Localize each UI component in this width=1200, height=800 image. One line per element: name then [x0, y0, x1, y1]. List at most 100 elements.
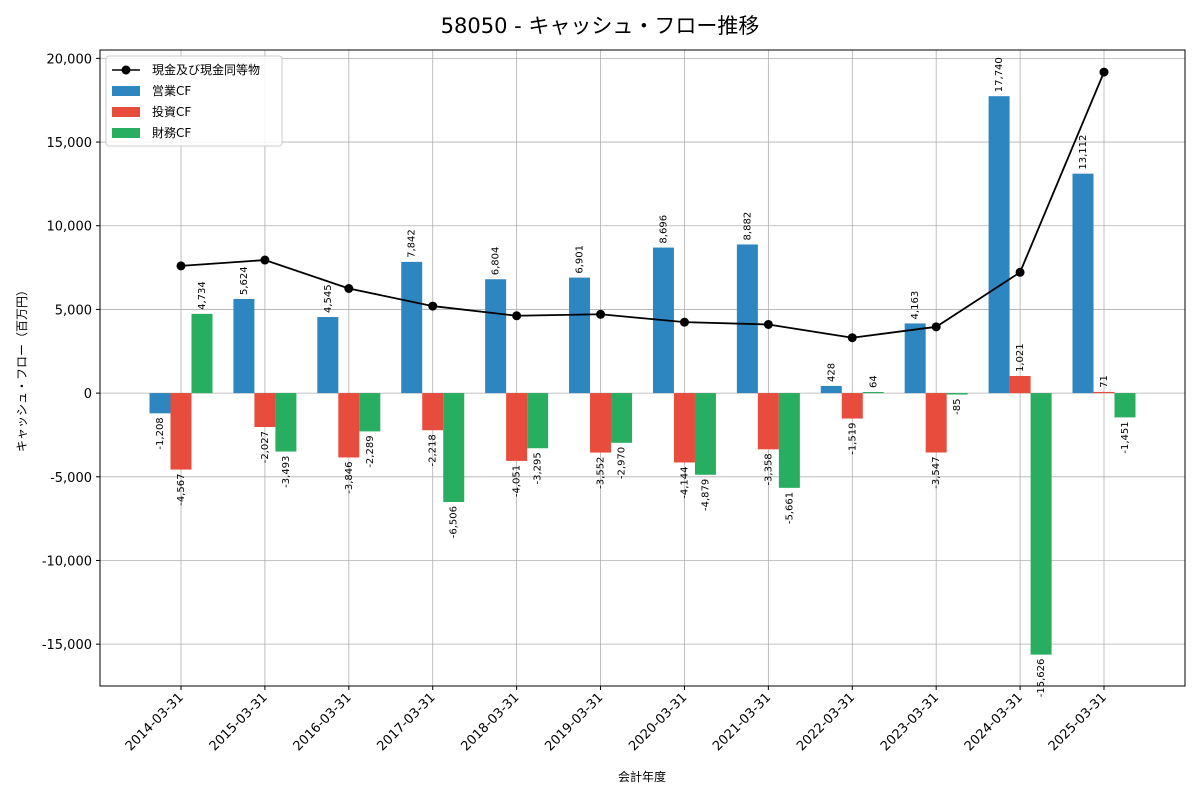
cash-line: [180, 71, 1105, 339]
bar-financing: [694, 393, 716, 475]
bars-group: [149, 96, 1136, 655]
legend-label-financing: 財務CF: [152, 125, 191, 140]
bar-value-label: -3,547: [931, 456, 942, 488]
bar-value-label: 4,163: [910, 291, 921, 320]
bar-value-label: 1,021: [1015, 343, 1026, 372]
bar-value-label: 7,842: [407, 229, 418, 258]
x-tick-label: 2019-03-31: [542, 690, 606, 754]
x-tick-label: 2020-03-31: [626, 690, 690, 754]
y-tick-label: -5,000: [50, 471, 92, 486]
bar-financing: [191, 313, 213, 394]
bar-value-label: -2,027: [260, 431, 271, 463]
bar-value-label: -85: [952, 399, 963, 415]
bar-investing: [590, 393, 612, 453]
bar-value-label: -3,358: [763, 453, 774, 485]
bar-value-label: 8,882: [742, 212, 753, 241]
grid-lines: [100, 50, 1185, 686]
bar-financing: [1114, 393, 1136, 418]
y-tick-label: -10,000: [42, 554, 92, 569]
bar-value-label: 5,624: [239, 266, 250, 295]
x-tick-label: 2021-03-31: [710, 690, 774, 754]
x-tick-label: 2014-03-31: [123, 690, 187, 754]
legend-label-investing: 投資CF: [152, 104, 191, 119]
bar-investing: [1009, 376, 1031, 394]
cash-point: [596, 309, 606, 319]
cash-point: [1099, 67, 1109, 77]
bar-financing: [1030, 393, 1052, 655]
bar-value-label: 6,804: [491, 247, 502, 276]
cash-point: [512, 311, 522, 321]
legend-swatch-financing: [112, 128, 140, 138]
bar-operating: [988, 96, 1010, 394]
y-tick-label: 0: [84, 387, 92, 402]
legend-label-cash: 現金及び現金同等物: [152, 62, 260, 77]
x-tick-label: 2022-03-31: [794, 690, 858, 754]
bar-value-label: 71: [1099, 375, 1110, 388]
cash-point: [176, 261, 186, 271]
chart-title: 58050 - キャッシュ・フロー推移: [441, 14, 760, 38]
bar-value-label: -3,493: [281, 456, 292, 488]
bar-value-label: -1,519: [847, 423, 858, 455]
cash-point: [679, 317, 689, 327]
bar-value-label: -2,218: [428, 434, 439, 466]
cash-point: [1015, 267, 1025, 277]
bar-financing: [443, 393, 465, 502]
legend-label-operating: 営業CF: [152, 84, 191, 98]
bar-value-label: -15,626: [1036, 659, 1047, 698]
legend-swatch-operating: [112, 86, 140, 96]
bar-operating: [149, 393, 171, 414]
bar-investing: [673, 393, 695, 463]
bar-operating: [820, 385, 842, 394]
bar-investing: [506, 393, 528, 461]
bar-value-label: -3,295: [533, 452, 544, 484]
bar-value-label: -1,451: [1120, 421, 1131, 453]
bar-value-label: -4,144: [679, 466, 690, 498]
value-labels: -1,208 5,624 4,545 7,842 6,804 6,901 8,696 8,88…: [155, 57, 1131, 697]
legend: 現金及び現金同等物 営業CF 投資CF 財務CF: [105, 55, 283, 147]
bar-financing: [611, 393, 633, 443]
bar-value-label: -5,661: [784, 492, 795, 524]
x-tick-label: 2017-03-31: [375, 690, 439, 754]
y-axis-label: キャッシュ・フロー（百万円）: [15, 284, 29, 452]
bar-value-label: -6,506: [449, 506, 460, 538]
y-tick-label: 10,000: [47, 220, 93, 235]
legend-line-marker: [121, 65, 131, 75]
bar-financing: [359, 393, 381, 432]
x-tick-label: 2025-03-31: [1046, 690, 1110, 754]
bar-value-label: -2,289: [365, 435, 376, 467]
x-tick-label: 2018-03-31: [458, 690, 522, 754]
bar-value-label: -4,567: [176, 474, 187, 506]
bar-investing: [757, 393, 779, 450]
x-tick-label: 2016-03-31: [291, 690, 355, 754]
bar-value-label: -2,970: [617, 447, 628, 479]
bar-operating: [233, 298, 255, 394]
cash-point: [344, 284, 354, 293]
x-tick-label: 2015-03-31: [207, 690, 271, 754]
y-tick-label: 20,000: [47, 52, 93, 67]
bar-investing: [254, 393, 276, 428]
legend-swatch-investing: [112, 107, 140, 117]
bar-operating: [1072, 173, 1094, 394]
bar-value-label: -1,208: [155, 417, 166, 449]
x-tick-label: 2023-03-31: [878, 690, 942, 754]
bar-value-label: -3,552: [596, 457, 607, 489]
bar-value-label: -3,846: [344, 461, 355, 493]
bar-financing: [862, 392, 884, 394]
bar-financing: [275, 393, 297, 452]
bar-value-label: 8,696: [658, 215, 669, 244]
cash-line-group: [176, 67, 1109, 343]
y-axis-ticks: -15,000 -10,000 -5,000 0 5,000 10,000 15,000 20…: [42, 52, 100, 653]
bar-financing: [946, 393, 968, 395]
bar-investing: [422, 393, 444, 431]
bar-financing: [778, 393, 800, 488]
bar-operating: [485, 279, 507, 394]
bar-value-label: -4,051: [512, 465, 523, 497]
bar-investing: [338, 393, 360, 458]
bar-value-label: 4,545: [323, 284, 334, 313]
bar-operating: [401, 261, 423, 394]
bar-investing: [170, 393, 192, 470]
legend-box: [105, 55, 283, 147]
bar-value-label: 64: [868, 375, 879, 388]
bar-operating: [569, 277, 591, 394]
